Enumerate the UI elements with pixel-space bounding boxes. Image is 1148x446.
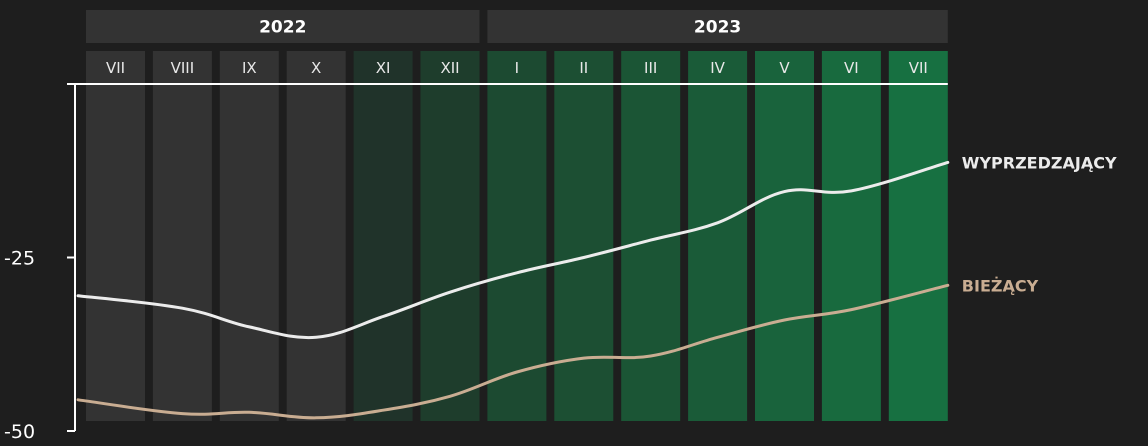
month-column bbox=[821, 51, 881, 421]
year-label: 2022 bbox=[259, 18, 306, 38]
month-column bbox=[353, 51, 413, 421]
month-column bbox=[487, 51, 547, 421]
month-label: X bbox=[311, 59, 321, 77]
month-column bbox=[86, 51, 145, 421]
month-column bbox=[755, 51, 814, 421]
month-label: I bbox=[515, 59, 519, 77]
series-line bbox=[76, 160, 950, 340]
month-label: VII bbox=[909, 59, 928, 77]
month-column bbox=[219, 51, 279, 421]
y-axis-ticks: -25 -50 bbox=[4, 248, 75, 443]
month-column bbox=[152, 51, 212, 421]
month-label: IV bbox=[710, 59, 725, 77]
month-label: XI bbox=[376, 59, 391, 77]
year-label: 2023 bbox=[694, 18, 741, 38]
series-label: WYPRZEDZAJĄCY bbox=[962, 153, 1117, 172]
month-column bbox=[688, 51, 748, 421]
month-label: VIII bbox=[171, 59, 195, 77]
y-tick-label: -50 bbox=[4, 421, 35, 443]
month-label: VII bbox=[106, 59, 125, 77]
year-header bbox=[86, 10, 480, 43]
month-label: V bbox=[779, 59, 790, 77]
series-lines bbox=[76, 160, 950, 420]
series-line bbox=[76, 283, 950, 420]
series-labels: WYPRZEDZAJĄCY BIEŻĄCY bbox=[962, 153, 1117, 295]
series-label: BIEŻĄCY bbox=[962, 276, 1039, 295]
month-column bbox=[888, 51, 948, 421]
month-label: VI bbox=[844, 59, 859, 77]
y-tick-label: -25 bbox=[4, 248, 35, 270]
month-label: IX bbox=[242, 59, 257, 77]
month-column bbox=[420, 51, 480, 421]
month-column bbox=[554, 51, 614, 421]
month-label: XII bbox=[440, 59, 459, 77]
month-column bbox=[286, 51, 346, 421]
year-header bbox=[487, 10, 948, 43]
month-label: III bbox=[644, 59, 657, 77]
month-label: II bbox=[579, 59, 588, 77]
month-columns bbox=[86, 51, 948, 421]
